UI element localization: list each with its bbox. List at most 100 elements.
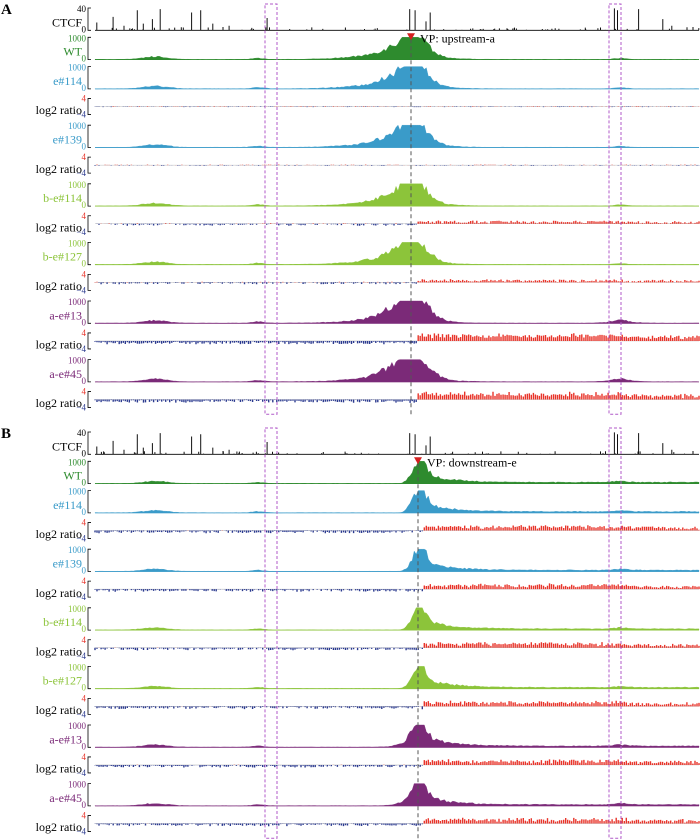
axis-0-6 bbox=[87, 183, 91, 207]
axis-0-1 bbox=[87, 36, 91, 60]
signal-area-0-4 bbox=[95, 124, 700, 148]
axis-1-2 bbox=[87, 490, 91, 514]
track-label-0-2: e#114 bbox=[53, 74, 82, 88]
tick-bottom-0-2: 0 bbox=[82, 83, 87, 93]
ratio-axis-0-5 bbox=[87, 156, 91, 174]
signal-area-0-2 bbox=[94, 66, 700, 90]
ratio-tick-down-0-11: −4 bbox=[76, 344, 86, 354]
ratio-positive-0-3 bbox=[100, 106, 700, 107]
ratio-tick-up-1-5: 4 bbox=[82, 576, 87, 586]
panel-b-label: B bbox=[1, 426, 11, 442]
tick-top-1-0: 40 bbox=[77, 428, 87, 438]
tick-bottom-1-6: 0 bbox=[82, 624, 87, 634]
ratio-tick-down-0-13: −4 bbox=[76, 403, 86, 413]
tick-top-0-8: 1000 bbox=[68, 238, 87, 248]
track-label-1-0: CTCF bbox=[52, 439, 82, 453]
ratio-tick-down-1-7: −4 bbox=[76, 651, 86, 661]
signal-area-1-8 bbox=[94, 666, 700, 689]
ratio-axis-1-11 bbox=[87, 756, 91, 774]
ratio-negative-0-13 bbox=[94, 399, 417, 403]
signal-area-0-8 bbox=[94, 242, 700, 265]
tick-bottom-0-1: 0 bbox=[82, 54, 87, 64]
ratio-tick-down-0-9: −4 bbox=[76, 285, 86, 295]
tick-bottom-1-10: 0 bbox=[82, 741, 87, 751]
ratio-tick-up-1-3: 4 bbox=[82, 518, 87, 528]
axis-1-10 bbox=[87, 724, 91, 748]
track-label-0-8: b-e#127 bbox=[43, 250, 82, 264]
tick-bottom-0-0: 0 bbox=[82, 24, 87, 34]
ratio-tick-up-0-3: 4 bbox=[82, 94, 87, 104]
ratio-positive-1-3 bbox=[144, 525, 700, 531]
tick-bottom-0-8: 0 bbox=[82, 259, 87, 269]
ratio-tick-down-1-11: −4 bbox=[76, 768, 86, 778]
tick-bottom-0-4: 0 bbox=[82, 142, 87, 152]
ratio-tick-up-0-5: 4 bbox=[82, 152, 87, 162]
ratio-positive-1-13 bbox=[146, 817, 700, 824]
ratio-axis-1-13 bbox=[87, 815, 91, 832]
ctcf-peaks-1-0 bbox=[96, 432, 694, 455]
tick-bottom-1-4: 0 bbox=[82, 566, 87, 576]
track-label-1-5: log2 ratio bbox=[36, 586, 82, 600]
axis-0-8 bbox=[87, 242, 91, 266]
signal-area-1-6 bbox=[94, 607, 700, 631]
tick-top-1-1: 1000 bbox=[68, 457, 87, 467]
viewpoint-marker-a bbox=[407, 33, 415, 41]
track-label-1-11: log2 ratio bbox=[36, 762, 82, 776]
track-label-1-2: e#114 bbox=[53, 498, 82, 512]
ratio-tick-up-1-9: 4 bbox=[82, 693, 87, 703]
track-label-0-6: b-e#114 bbox=[43, 191, 82, 205]
ratio-positive-0-5 bbox=[96, 164, 696, 166]
tick-top-0-0: 40 bbox=[77, 4, 87, 14]
track-label-0-0: CTCF bbox=[52, 15, 82, 29]
ratio-axis-1-7 bbox=[87, 639, 91, 657]
highlight-box-a-1 bbox=[608, 3, 622, 415]
tick-top-0-2: 1000 bbox=[68, 63, 87, 73]
signal-area-0-1 bbox=[94, 37, 700, 60]
ratio-positive-0-7 bbox=[94, 220, 700, 224]
tick-bottom-0-6: 0 bbox=[82, 200, 87, 210]
track-label-1-13: log2 ratio bbox=[36, 820, 82, 834]
track-label-1-3: log2 ratio bbox=[36, 527, 82, 541]
axis-0-12 bbox=[87, 359, 91, 383]
tick-top-0-1: 1000 bbox=[68, 33, 87, 43]
tick-bottom-1-0: 0 bbox=[82, 448, 87, 458]
viewpoint-label-a: VP: upstream-a bbox=[420, 31, 496, 45]
ratio-positive-1-9 bbox=[181, 700, 700, 707]
ratio-positive-1-5 bbox=[128, 583, 700, 590]
tick-bottom-0-12: 0 bbox=[82, 376, 87, 386]
ratio-axis-1-5 bbox=[87, 580, 91, 598]
signal-area-1-1 bbox=[94, 461, 700, 484]
track-label-0-11: log2 ratio bbox=[36, 338, 82, 352]
ratio-negative-1-7 bbox=[94, 647, 423, 651]
track-label-0-7: log2 ratio bbox=[36, 220, 82, 234]
track-label-1-12: a-e#45 bbox=[49, 791, 82, 805]
tick-top-1-6: 1000 bbox=[68, 604, 87, 614]
ratio-negative-1-3 bbox=[94, 530, 423, 534]
ratio-negative-0-7 bbox=[96, 223, 417, 226]
ratio-tick-up-0-7: 4 bbox=[82, 211, 87, 221]
ratio-tick-up-0-11: 4 bbox=[82, 328, 87, 338]
ratio-tick-down-0-5: −4 bbox=[76, 168, 86, 178]
tick-top-0-12: 1000 bbox=[68, 356, 87, 366]
ratio-axis-1-9 bbox=[87, 697, 91, 715]
ratio-tick-up-1-11: 4 bbox=[82, 752, 87, 762]
tick-bottom-1-1: 0 bbox=[82, 478, 87, 488]
tick-bottom-0-10: 0 bbox=[82, 317, 87, 327]
track-label-0-9: log2 ratio bbox=[36, 279, 82, 293]
highlight-box-b-0 bbox=[264, 427, 278, 839]
ratio-negative-1-5 bbox=[94, 589, 423, 592]
axis-1-1 bbox=[87, 460, 91, 484]
highlight-box-a-0 bbox=[264, 3, 278, 415]
ratio-tick-up-1-13: 4 bbox=[82, 811, 87, 821]
signal-area-1-12 bbox=[94, 783, 700, 807]
signal-area-0-12 bbox=[94, 359, 700, 383]
ratio-negative-0-11 bbox=[94, 340, 417, 345]
ratio-positive-0-13 bbox=[417, 391, 700, 400]
track-label-0-12: a-e#45 bbox=[49, 367, 82, 381]
ratio-tick-down-1-3: −4 bbox=[76, 534, 86, 544]
ratio-negative-0-5 bbox=[94, 165, 700, 166]
highlight-box-b-1 bbox=[608, 427, 622, 839]
signal-area-0-10 bbox=[94, 300, 700, 324]
tick-bottom-1-8: 0 bbox=[82, 683, 87, 693]
track-label-0-4: e#139 bbox=[53, 133, 82, 147]
